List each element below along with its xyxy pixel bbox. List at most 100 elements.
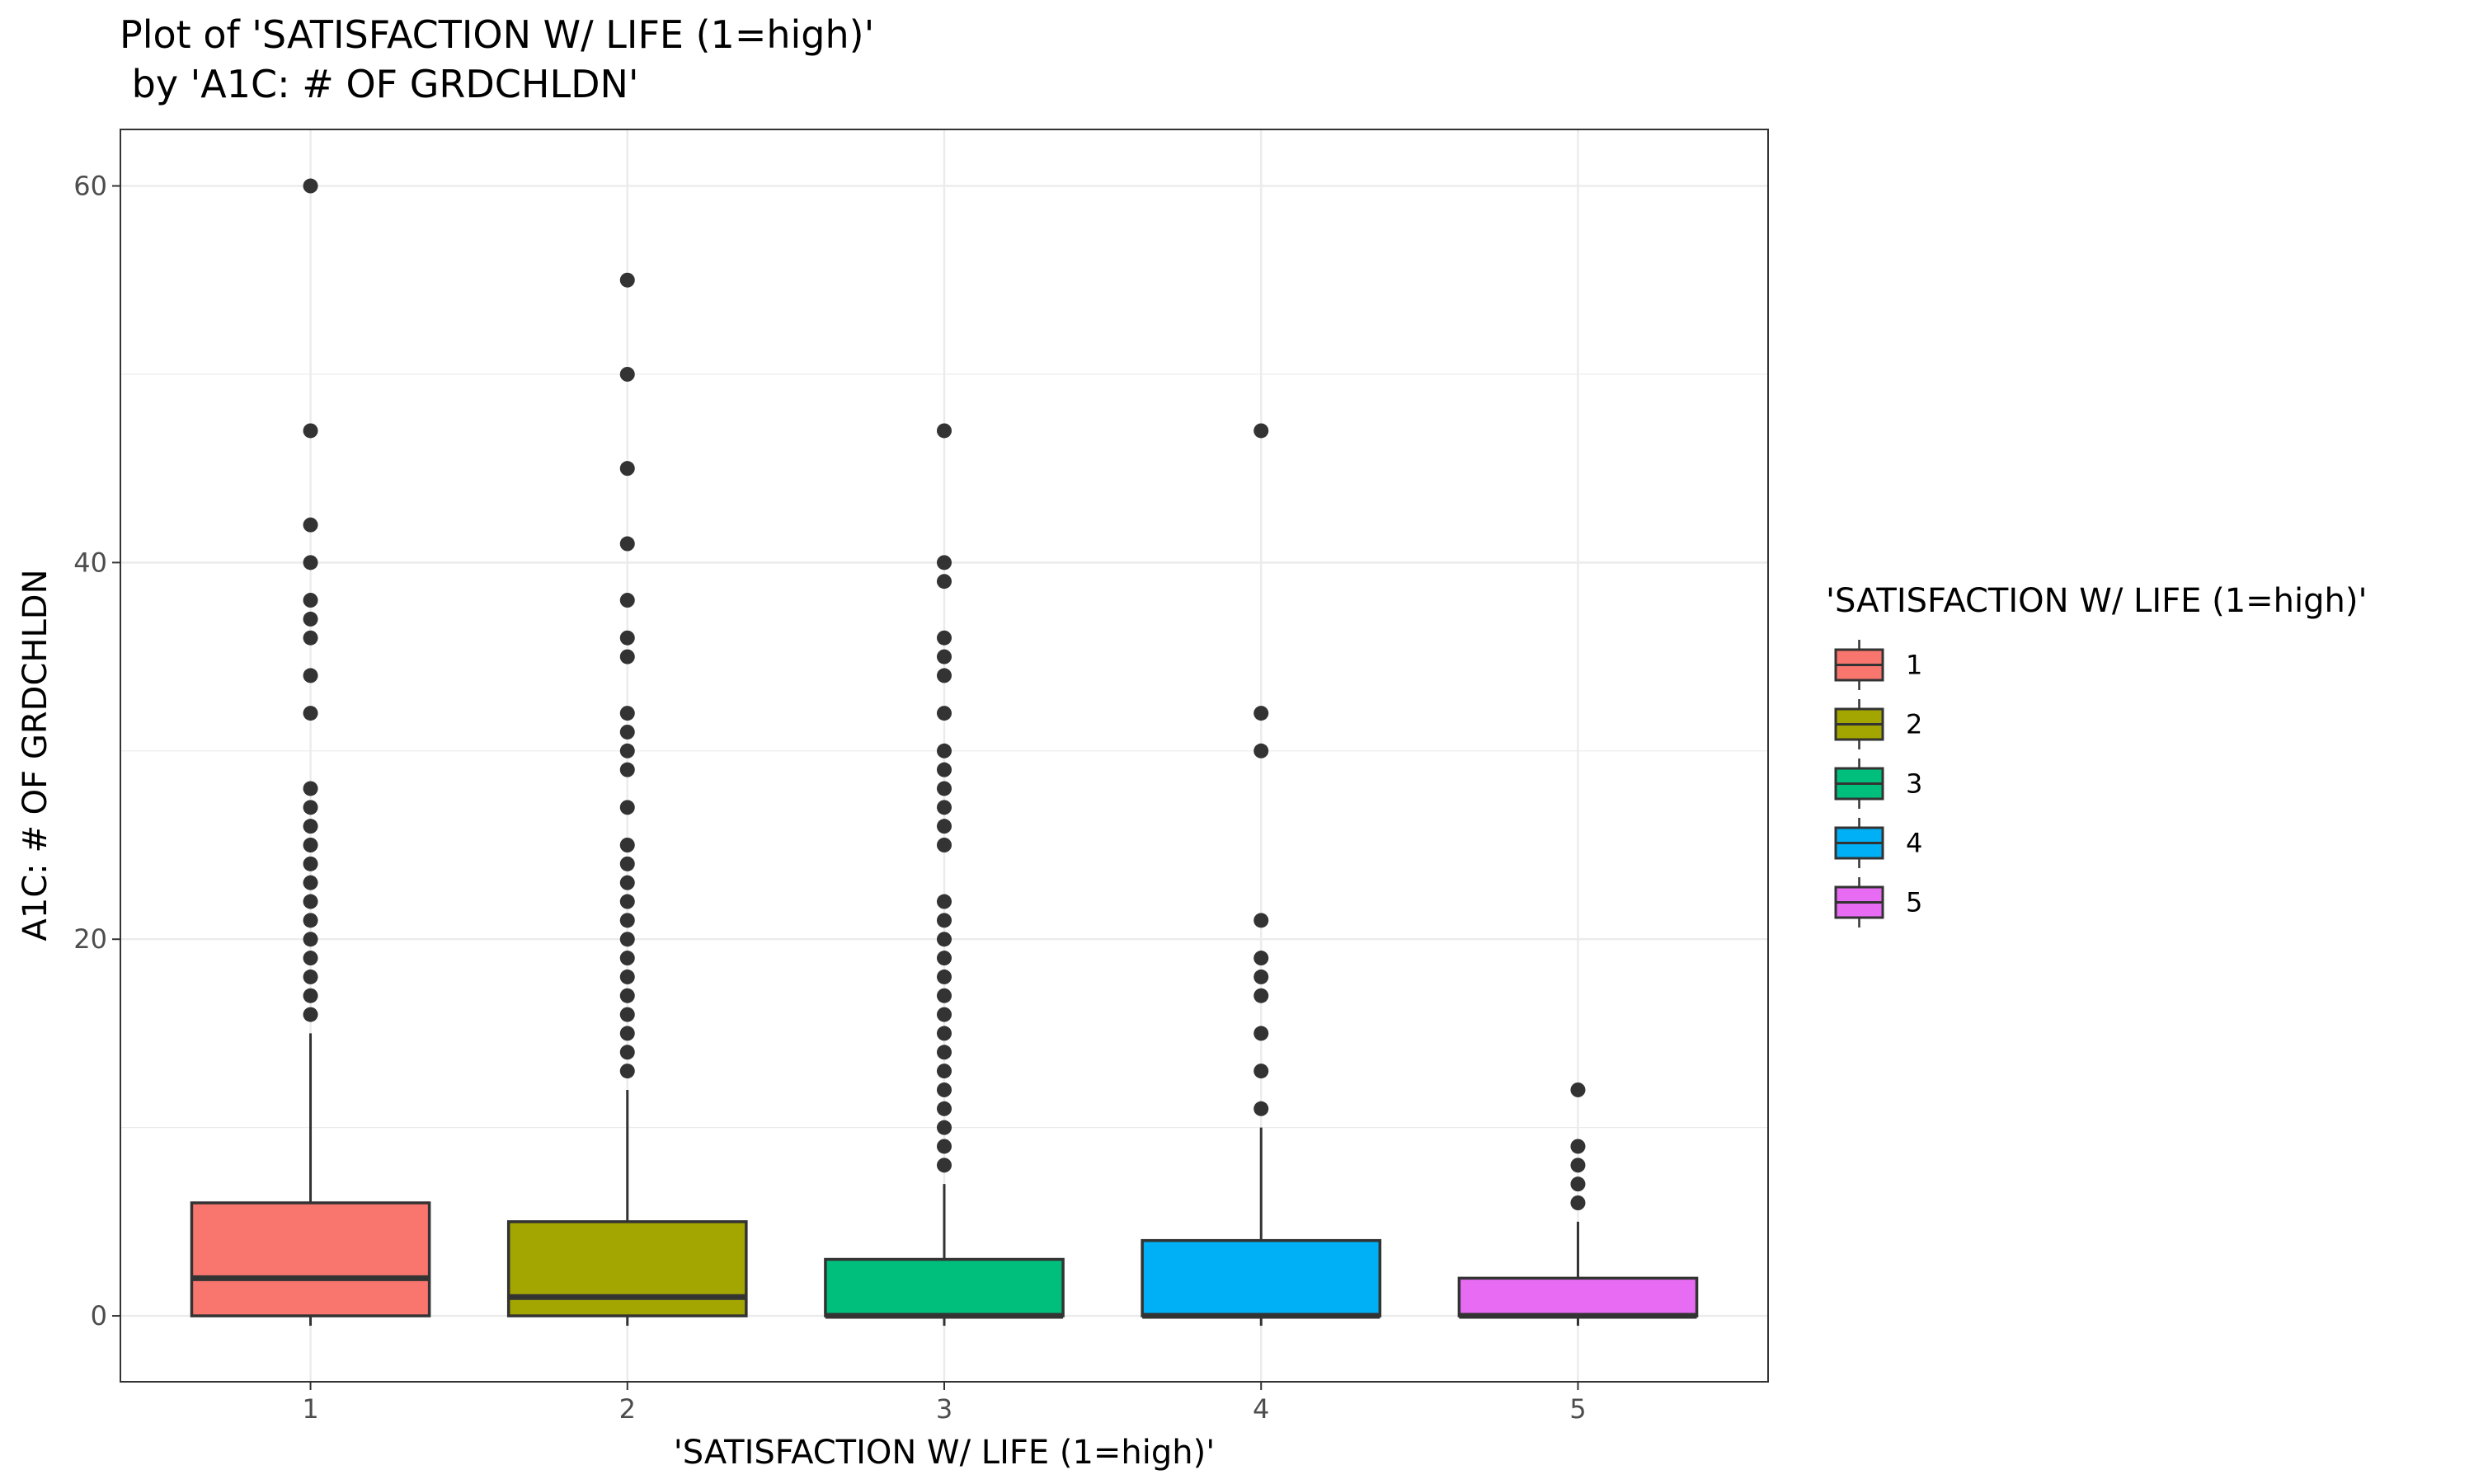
box-5	[1457, 1276, 1699, 1317]
outlier-point	[303, 423, 318, 439]
outlier-point	[1253, 1101, 1269, 1116]
outlier-point	[303, 894, 318, 909]
outlier-point	[303, 969, 318, 984]
outlier-point	[303, 875, 318, 890]
box-2	[506, 1220, 748, 1317]
outlier-point	[937, 1139, 952, 1154]
chart-title-line-2: by 'A1C: # OF GRDCHLDN'	[120, 62, 639, 106]
outlier-point	[303, 706, 318, 721]
x-axis-title: 'SATISFACTION W/ LIFE (1=high)'	[674, 1434, 1215, 1472]
chart-title-line-1: Plot of 'SATISFACTION W/ LIFE (1=high)'	[120, 12, 874, 57]
outlier-point	[937, 1101, 952, 1116]
outlier-point	[937, 1064, 952, 1079]
whiskers	[309, 1033, 1579, 1327]
outlier-point	[937, 1158, 952, 1173]
outlier-point	[619, 894, 635, 909]
outlier-point	[303, 856, 318, 871]
y-axis-title: A1C: # OF GRDCHLDN	[16, 570, 54, 942]
outlier-point	[1253, 743, 1269, 758]
x-tick-label: 2	[619, 1393, 636, 1425]
y-tick-label: 20	[73, 923, 107, 955]
outlier-point	[937, 838, 952, 852]
outlier-point	[937, 555, 952, 571]
outlier-point	[303, 178, 318, 194]
x-tick-label: 4	[1253, 1393, 1269, 1425]
outlier-point	[303, 838, 318, 852]
outlier-point	[619, 762, 635, 777]
outlier-point	[937, 762, 952, 777]
outlier-point	[619, 1007, 635, 1022]
outlier-point	[619, 856, 635, 871]
outlier-point	[1253, 706, 1269, 721]
legend-label-5: 5	[1906, 887, 1922, 918]
outlier-point	[303, 593, 318, 608]
legend-label-4: 4	[1906, 828, 1922, 859]
outlier-point	[1570, 1195, 1586, 1210]
outlier-point	[619, 875, 635, 890]
outlier-point	[1253, 951, 1269, 966]
outlier-point	[303, 988, 318, 1003]
outlier-point	[619, 461, 635, 477]
outlier-point	[619, 593, 635, 608]
x-axis: 1 2 3 4 5	[302, 1382, 1587, 1425]
outlier-point	[937, 988, 952, 1003]
outlier-point	[1570, 1176, 1586, 1192]
outlier-point	[937, 894, 952, 909]
outlier-point	[303, 819, 318, 834]
outlier-point	[937, 781, 952, 796]
outlier-point	[619, 366, 635, 382]
outlier-point	[303, 668, 318, 683]
outlier-point	[1570, 1139, 1586, 1154]
y-tick-label: 0	[91, 1300, 107, 1331]
legend: 1 2 3 4 5	[1834, 640, 1922, 928]
outlier-point	[1570, 1082, 1586, 1097]
outlier-point	[937, 1045, 952, 1060]
outlier-point	[937, 743, 952, 758]
outlier-point	[619, 706, 635, 721]
legend-label-1: 1	[1906, 650, 1922, 681]
legend-title: 'SATISFACTION W/ LIFE (1=high)'	[1826, 582, 2367, 620]
outlier-point	[619, 743, 635, 758]
outlier-point	[303, 555, 318, 571]
boxes	[190, 1201, 1699, 1319]
box-3	[824, 1257, 1065, 1317]
outlier-point	[619, 988, 635, 1003]
outlier-point	[303, 781, 318, 796]
outlier-point	[303, 630, 318, 646]
y-tick-label: 60	[73, 171, 107, 202]
outlier-points	[303, 178, 1586, 1210]
outlier-point	[619, 536, 635, 552]
outlier-point	[937, 1026, 952, 1041]
outlier-point	[1253, 1064, 1269, 1079]
outlier-point	[1253, 913, 1269, 928]
y-tick-label: 40	[73, 547, 107, 578]
outlier-point	[619, 1045, 635, 1060]
outlier-point	[937, 969, 952, 984]
outlier-point	[619, 838, 635, 852]
outlier-point	[937, 800, 952, 815]
outlier-point	[1570, 1158, 1586, 1173]
x-tick-label: 3	[936, 1393, 952, 1425]
outlier-point	[937, 1120, 952, 1135]
outlier-point	[619, 951, 635, 966]
outlier-point	[303, 1007, 318, 1022]
outlier-point	[619, 1026, 635, 1041]
outlier-point	[1253, 969, 1269, 984]
outlier-point	[937, 932, 952, 947]
outlier-point	[937, 630, 952, 646]
box-4	[1141, 1238, 1382, 1317]
outlier-point	[303, 951, 318, 966]
outlier-point	[619, 630, 635, 646]
box-1	[190, 1201, 431, 1317]
outlier-point	[937, 913, 952, 928]
outlier-point	[937, 1007, 952, 1022]
outlier-point	[937, 574, 952, 589]
legend-label-3: 3	[1906, 768, 1922, 800]
outlier-point	[1253, 423, 1269, 439]
outlier-point	[619, 1064, 635, 1079]
outlier-point	[619, 724, 635, 740]
outlier-point	[619, 913, 635, 928]
outlier-point	[619, 969, 635, 984]
x-tick-label: 1	[302, 1393, 318, 1425]
